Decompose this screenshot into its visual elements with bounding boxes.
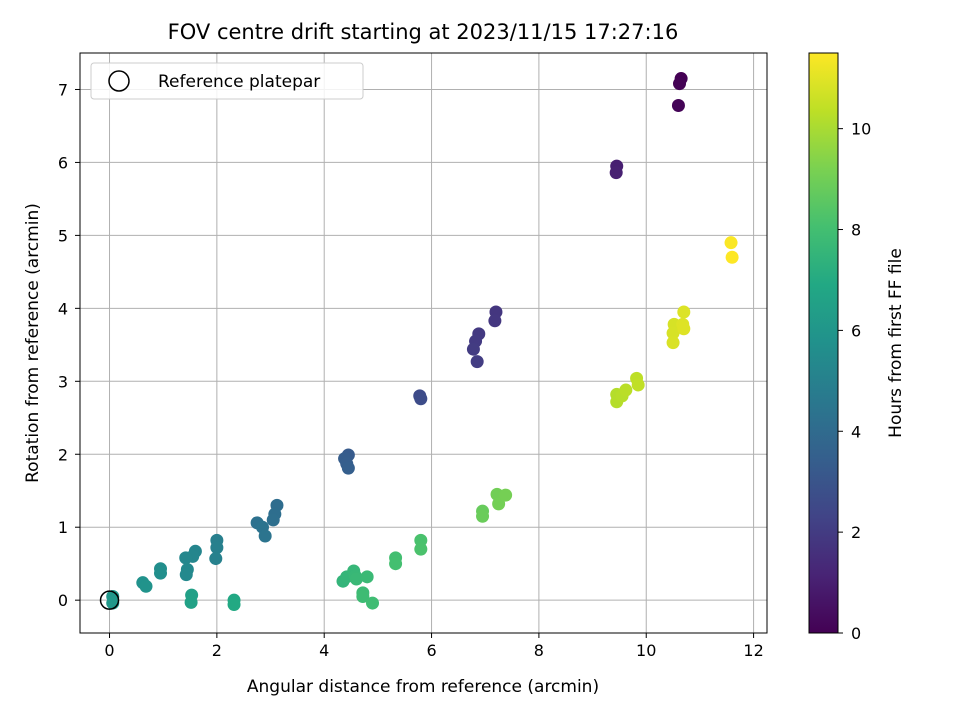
y-tick-label: 6 bbox=[58, 153, 68, 172]
chart-title: FOV centre drift starting at 2023/11/15 … bbox=[168, 20, 679, 44]
scatter-point bbox=[492, 497, 506, 511]
scatter-point bbox=[179, 568, 193, 582]
x-axis-label: Angular distance from reference (arcmin) bbox=[247, 677, 599, 697]
colorbar-tick-label: 6 bbox=[851, 321, 861, 340]
x-tick-label: 10 bbox=[636, 641, 656, 660]
scatter-point bbox=[724, 236, 738, 250]
scatter-point bbox=[356, 590, 370, 604]
reference-marker-layer bbox=[99, 590, 120, 610]
scatter-point bbox=[209, 552, 223, 566]
scatter-point bbox=[671, 99, 685, 113]
y-tick-label: 7 bbox=[58, 80, 68, 99]
colorbar-gradient bbox=[808, 52, 839, 634]
scatter-point bbox=[470, 355, 484, 369]
y-tick-label: 2 bbox=[58, 445, 68, 464]
legend-box bbox=[90, 62, 364, 100]
scatter-point bbox=[366, 596, 380, 610]
colorbar-tick-label: 10 bbox=[851, 120, 871, 139]
scatter-point bbox=[677, 305, 691, 319]
scatter-point bbox=[258, 529, 272, 543]
scatter-point bbox=[725, 250, 739, 264]
scatter-point bbox=[631, 378, 645, 392]
plot-frame bbox=[79, 52, 768, 634]
legend-label: Reference platepar bbox=[158, 72, 320, 92]
scatter-point bbox=[677, 322, 691, 336]
y-axis-label: Rotation from reference (arcmin) bbox=[23, 203, 43, 483]
scatter-point bbox=[499, 488, 513, 502]
x-tick-label: 6 bbox=[426, 641, 436, 660]
scatter-point bbox=[414, 542, 428, 556]
scatter-point bbox=[666, 336, 680, 350]
scatter-point bbox=[341, 461, 355, 475]
scatter-point bbox=[139, 579, 153, 593]
scatter-point bbox=[179, 551, 193, 565]
x-tick-label: 8 bbox=[534, 641, 544, 660]
scatter-point bbox=[414, 392, 428, 406]
scatter-point bbox=[154, 566, 168, 580]
colorbar-tick-label: 4 bbox=[851, 422, 861, 441]
scatter-point bbox=[488, 314, 502, 328]
y-axis-ticks: 0 1 2 3 4 5 6 7 bbox=[58, 80, 80, 610]
scatter-point bbox=[673, 77, 687, 91]
scatter-point bbox=[666, 326, 680, 340]
y-tick-label: 1 bbox=[58, 518, 68, 537]
scatter-point bbox=[619, 383, 633, 397]
legend: Reference platepar bbox=[90, 62, 364, 100]
y-tick-label: 4 bbox=[58, 299, 68, 318]
colorbar-tick-label: 2 bbox=[851, 523, 861, 542]
scatter-point bbox=[184, 595, 198, 609]
data-points bbox=[106, 72, 739, 612]
scatter-point bbox=[227, 598, 241, 612]
scatter-point bbox=[476, 509, 490, 523]
y-tick-label: 0 bbox=[58, 591, 68, 610]
colorbar-tick-label: 0 bbox=[851, 624, 861, 643]
x-tick-label: 2 bbox=[212, 641, 222, 660]
x-tick-label: 0 bbox=[104, 641, 114, 660]
x-tick-label: 12 bbox=[743, 641, 763, 660]
scatter-point bbox=[349, 572, 363, 586]
scatter-point bbox=[466, 342, 480, 356]
x-tick-label: 4 bbox=[319, 641, 329, 660]
scatter-point bbox=[210, 541, 224, 555]
colorbar-ticks: 0 2 4 6 8 10 bbox=[838, 120, 871, 643]
colorbar: 0 2 4 6 8 10 Hours from first FF file bbox=[808, 52, 906, 643]
y-tick-label: 3 bbox=[58, 372, 68, 391]
scatter-point bbox=[360, 570, 374, 584]
scatter-point bbox=[609, 166, 623, 180]
scatter-point bbox=[266, 513, 280, 527]
y-tick-label: 5 bbox=[58, 226, 68, 245]
legend-marker-open-circle bbox=[108, 70, 130, 92]
x-axis-ticks: 0 2 4 6 8 10 12 bbox=[104, 633, 764, 660]
colorbar-label: Hours from first FF file bbox=[886, 248, 906, 438]
colorbar-tick-label: 8 bbox=[851, 221, 861, 240]
scatter-point bbox=[389, 557, 403, 571]
reference-platepar-marker bbox=[99, 590, 120, 610]
